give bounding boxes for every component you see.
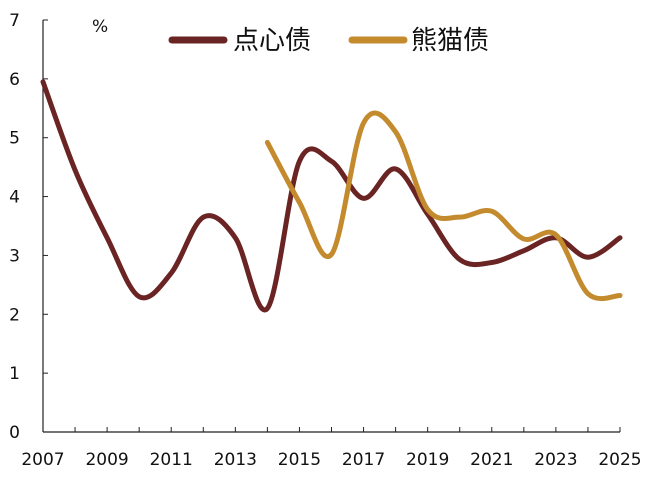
legend-label: 点心债: [233, 26, 311, 56]
legend-label: 熊猫债: [411, 26, 489, 56]
y-tick-label: 1: [9, 364, 20, 384]
x-tick-label: 2011: [150, 450, 193, 470]
legend: 点心债 熊猫债: [168, 26, 489, 56]
axes: 0 1 2 3 4 5 6 7 2007 2009 2011 2013 2015 2017 2019 2021…: [9, 11, 641, 470]
x-tick-label: 2021: [470, 450, 513, 470]
x-tick-label: 2007: [21, 450, 64, 470]
unit-label: %: [92, 17, 108, 37]
x-tick-label: 2013: [214, 450, 257, 470]
x-tick-label: 2009: [85, 450, 128, 470]
dimsum-bond-line: [40, 79, 623, 313]
x-tick-label: 2015: [278, 450, 321, 470]
y-tick-label: 0: [9, 423, 20, 443]
x-tick-label: 2025: [598, 450, 641, 470]
x-tick-label: 2017: [342, 450, 385, 470]
x-tick-label: 2023: [534, 450, 577, 470]
y-tick-label: 5: [9, 129, 20, 149]
y-tick-label: 3: [9, 246, 20, 266]
y-tick-label: 7: [9, 11, 20, 31]
x-tick-label: 2019: [406, 450, 449, 470]
y-tick-label: 4: [9, 188, 20, 208]
panda-bond-line: [264, 110, 623, 302]
y-tick-label: 6: [9, 70, 20, 90]
series-layer: [40, 79, 623, 313]
y-tick-label: 2: [9, 305, 20, 325]
